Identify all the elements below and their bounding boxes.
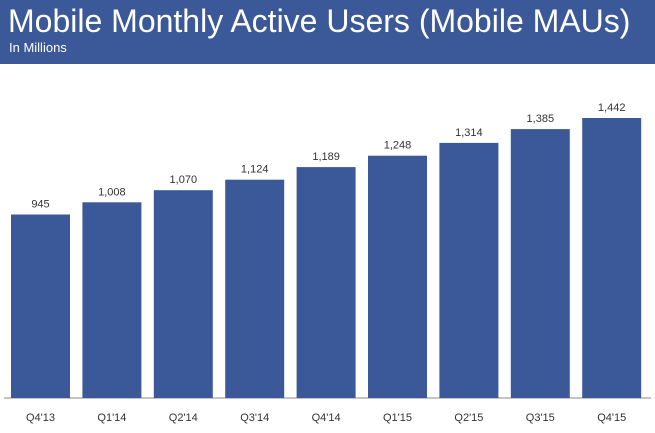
x-tick-label: Q4'14 xyxy=(312,412,341,424)
data-label: 1,385 xyxy=(527,113,555,125)
bar-Q4'15 xyxy=(582,118,642,398)
x-tick-label: Q4'13 xyxy=(26,412,55,424)
bar-Q3'15 xyxy=(510,129,570,398)
chart-header: Mobile Monthly Active Users (Mobile MAUs… xyxy=(0,0,655,64)
data-label: 1,124 xyxy=(241,164,269,176)
chart-title: Mobile Monthly Active Users (Mobile MAUs… xyxy=(8,3,631,39)
bar-Q1'14 xyxy=(82,202,142,398)
data-label: 945 xyxy=(31,199,49,211)
chart-subtitle: In Millions xyxy=(9,40,67,55)
x-tick-label: Q4'15 xyxy=(597,412,626,424)
data-label: 1,008 xyxy=(98,186,126,198)
data-label: 1,189 xyxy=(312,151,340,163)
x-tick-label: Q2'14 xyxy=(169,412,198,424)
bar-Q2'15 xyxy=(439,142,499,398)
bar-Q4'13 xyxy=(11,214,70,398)
data-label: 1,070 xyxy=(170,174,198,186)
data-label: 1,248 xyxy=(384,140,412,152)
bar-Q2'14 xyxy=(153,190,213,398)
x-tick-label: Q3'15 xyxy=(526,412,555,424)
bar-Q4'14 xyxy=(296,167,356,398)
data-label: 1,314 xyxy=(455,127,483,139)
x-tick-label: Q3'14 xyxy=(240,412,269,424)
data-label: 1,442 xyxy=(598,102,626,114)
x-tick-label: Q2'15 xyxy=(454,412,483,424)
bar-Q3'14 xyxy=(225,179,285,398)
bar-Q1'15 xyxy=(368,155,427,398)
x-tick-label: Q1'14 xyxy=(97,412,126,424)
x-tick-label: Q1'15 xyxy=(383,412,412,424)
